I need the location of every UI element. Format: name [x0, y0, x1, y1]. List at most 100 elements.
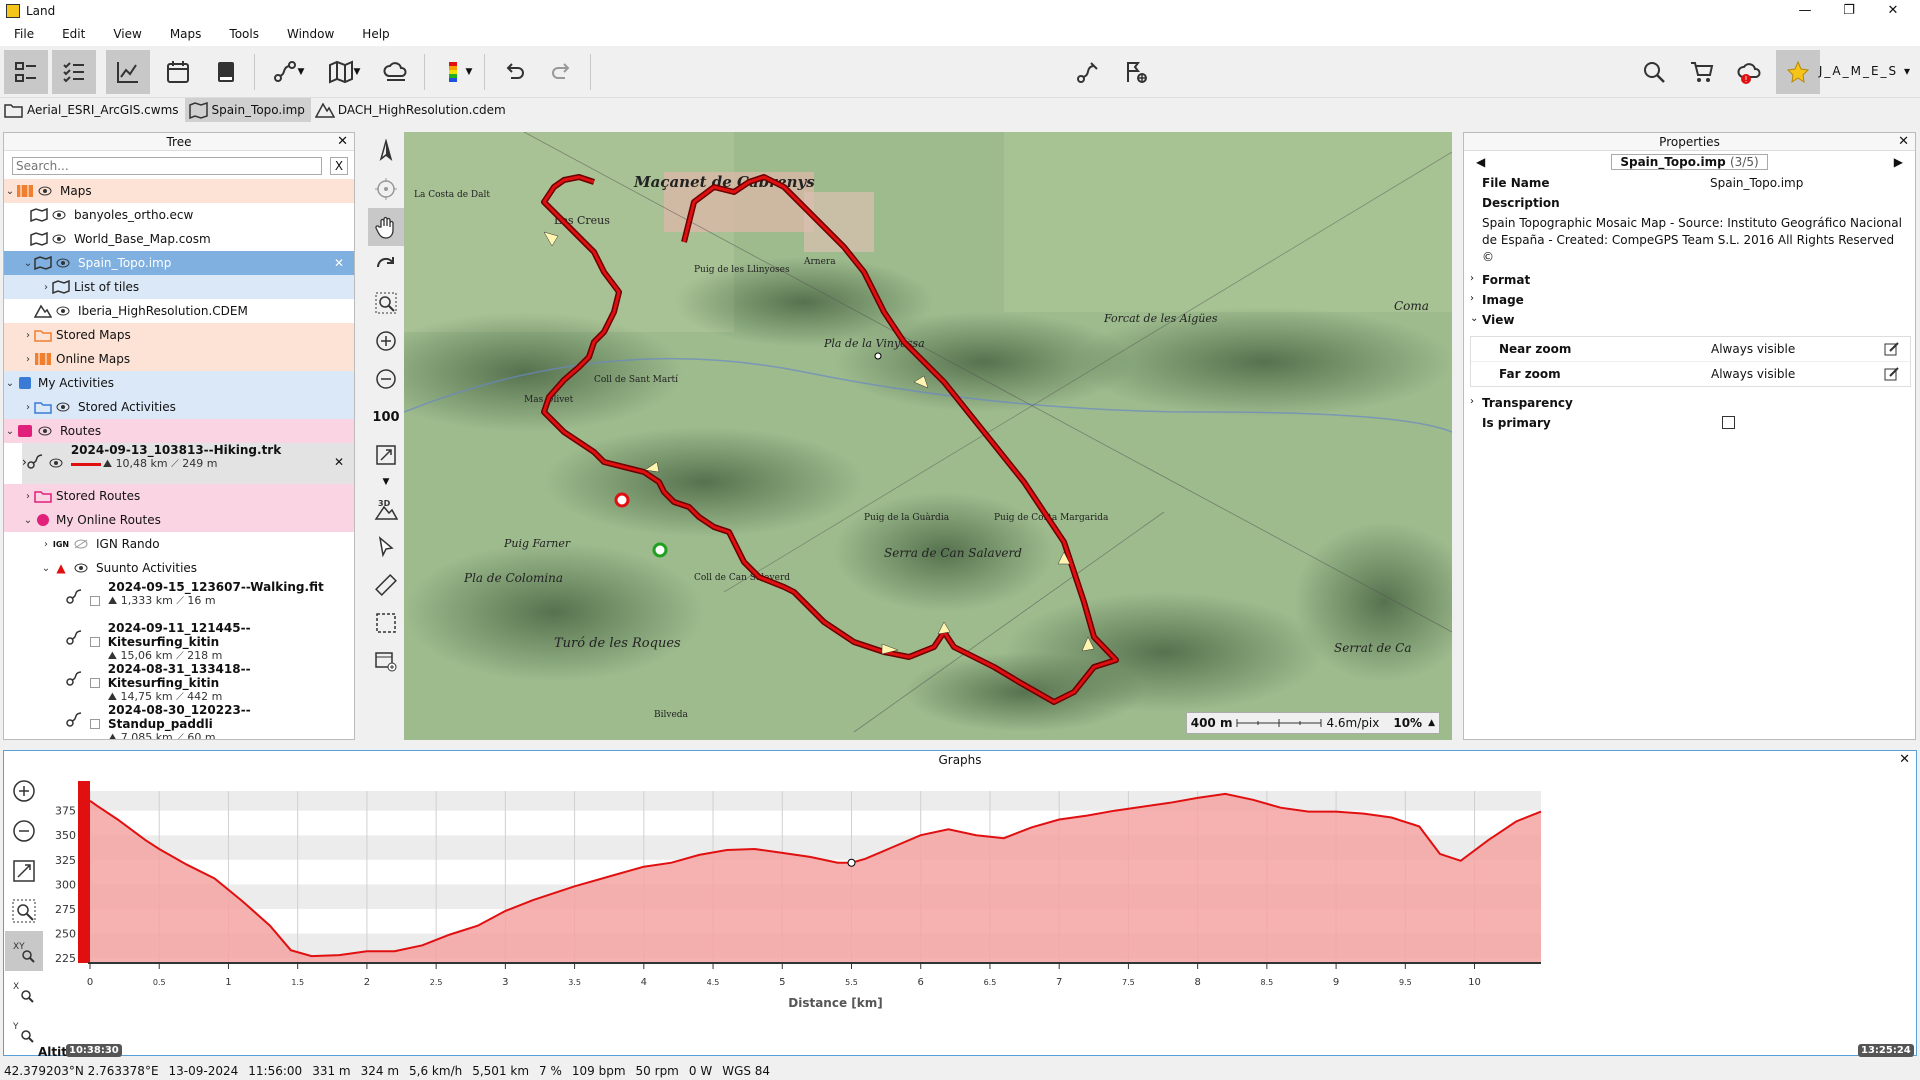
- chevron-down-icon[interactable]: ⌄: [5, 185, 15, 197]
- edit-icon[interactable]: [1884, 366, 1900, 382]
- activity-item[interactable]: 2024-09-15_123607--Walking.fit ⛰ 1,333 km…: [4, 580, 354, 621]
- chevron-right-icon[interactable]: ›: [22, 455, 27, 469]
- tree-item-world[interactable]: World_Base_Map.cosm: [4, 227, 354, 251]
- menu-file[interactable]: File: [14, 27, 35, 41]
- track-start-marker[interactable]: [652, 542, 668, 558]
- map-dropdown-button[interactable]: ▼: [318, 50, 370, 94]
- activity-item[interactable]: 2024-08-30_120223--Standup_paddli ⛰ 7,085…: [4, 703, 354, 739]
- undo-button[interactable]: [492, 50, 536, 94]
- tree-item-iberia[interactable]: Iberia_HighResolution.CDEM: [4, 299, 354, 323]
- add-layer-button[interactable]: [368, 642, 404, 680]
- chevron-right-icon[interactable]: ›: [26, 401, 30, 413]
- activity-checkbox[interactable]: [90, 637, 100, 647]
- graph-zoom-xy-button[interactable]: XY: [5, 931, 43, 971]
- activity-checkbox[interactable]: [90, 719, 100, 729]
- tree-item-stored-activities[interactable]: › Stored Activities: [4, 395, 354, 419]
- close-properties-icon[interactable]: ✕: [1898, 134, 1909, 149]
- graph-zoom-area-button[interactable]: [5, 891, 43, 931]
- graph-zoom-out-button[interactable]: [5, 811, 43, 851]
- route-edit-button[interactable]: [1066, 50, 1110, 94]
- tree-search-input[interactable]: [12, 157, 322, 175]
- menu-maps[interactable]: Maps: [169, 27, 202, 41]
- favorites-button[interactable]: [1776, 50, 1820, 94]
- tab-dach[interactable]: DACH_HighResolution.cdem: [311, 98, 512, 122]
- menu-tools[interactable]: Tools: [229, 27, 259, 41]
- chevron-down-icon[interactable]: ⌄: [23, 514, 33, 526]
- menu-edit[interactable]: Edit: [62, 27, 86, 41]
- menu-window[interactable]: Window: [286, 27, 335, 41]
- tree-item-banyoles[interactable]: banyoles_ortho.ecw: [4, 203, 354, 227]
- select-area-button[interactable]: [368, 604, 404, 642]
- next-item-icon[interactable]: ▶: [1893, 155, 1903, 169]
- fit-view-button[interactable]: [368, 436, 404, 474]
- maximize-icon[interactable]: ❐: [1843, 3, 1855, 18]
- tree-item-my-activities[interactable]: ⌄ My Activities: [4, 371, 354, 395]
- chevron-right-icon[interactable]: ›: [26, 353, 30, 365]
- book-button[interactable]: [204, 50, 248, 94]
- section-format[interactable]: › Format: [1470, 273, 1531, 287]
- select-tool-button[interactable]: [368, 528, 404, 566]
- checklist-button[interactable]: [52, 50, 96, 94]
- chevron-right-icon[interactable]: ›: [44, 538, 48, 550]
- properties-file-selector[interactable]: Spain_Topo.imp (3/5): [1611, 154, 1768, 170]
- chevron-down-icon[interactable]: ⌄: [5, 377, 15, 389]
- tree-item-suunto[interactable]: ⌄ ▲ Suunto Activities: [4, 556, 354, 580]
- track-end-marker[interactable]: [614, 492, 630, 508]
- edit-icon[interactable]: [1884, 341, 1900, 357]
- graph-zoom-in-button[interactable]: [5, 771, 43, 811]
- menu-view[interactable]: View: [113, 27, 142, 41]
- redo-button[interactable]: [540, 50, 584, 94]
- 3d-view-button[interactable]: 3D: [368, 490, 404, 528]
- prev-item-icon[interactable]: ◀: [1476, 155, 1486, 169]
- graph-zoom-y-button[interactable]: Y: [5, 1011, 43, 1051]
- tree-item-list-of-tiles[interactable]: › List of tiles: [4, 275, 354, 299]
- close-tree-icon[interactable]: ✕: [337, 134, 348, 149]
- remove-icon[interactable]: ✕: [333, 455, 344, 469]
- cloud-sync-button[interactable]: !: [1728, 50, 1772, 94]
- rotate-button[interactable]: [368, 246, 404, 284]
- section-transparency[interactable]: › Transparency: [1470, 396, 1573, 410]
- graph-button[interactable]: [106, 50, 150, 94]
- menu-help[interactable]: Help: [362, 27, 390, 41]
- route-dropdown-button[interactable]: ▼: [262, 50, 314, 94]
- tree-maps[interactable]: ⌄ Maps: [4, 179, 354, 203]
- is-primary-checkbox[interactable]: [1722, 416, 1735, 429]
- zoom-area-button[interactable]: [368, 284, 404, 322]
- zoom-100-button[interactable]: 100: [368, 398, 404, 436]
- pan-tool-button[interactable]: [368, 208, 404, 246]
- north-button[interactable]: [368, 132, 404, 170]
- weather-button[interactable]: [374, 50, 418, 94]
- chevron-right-icon[interactable]: ›: [26, 490, 30, 502]
- tree-item-ign-rando[interactable]: › IGN IGN Rando: [4, 532, 354, 556]
- tree-item-my-online-routes[interactable]: ⌄ My Online Routes: [4, 508, 354, 532]
- gps-button[interactable]: [368, 170, 404, 208]
- close-graph-icon[interactable]: ✕: [1899, 752, 1910, 767]
- section-image[interactable]: › Image: [1470, 293, 1524, 307]
- tree-item-routes[interactable]: ⌄ Routes: [4, 419, 354, 443]
- map-view[interactable]: Maçanet de Cabrenys Les Creus Puig de les …: [404, 132, 1452, 740]
- chevron-down-icon[interactable]: ⌄: [41, 562, 51, 574]
- search-button[interactable]: [1632, 50, 1676, 94]
- tree-item-online-maps[interactable]: › Online Maps: [4, 347, 354, 371]
- activity-checkbox[interactable]: [90, 678, 100, 688]
- chevron-down-icon[interactable]: ⌄: [23, 257, 33, 269]
- close-window-icon[interactable]: ✕: [1887, 3, 1899, 18]
- cart-button[interactable]: [1680, 50, 1724, 94]
- chevron-down-icon[interactable]: ⌄: [5, 425, 15, 437]
- user-menu[interactable]: J_A_M_E_S ▾: [1818, 64, 1912, 78]
- activity-item[interactable]: 2024-09-11_121445--Kitesurfing_kitin ⛰ 15…: [4, 621, 354, 662]
- tab-aerial[interactable]: Aerial_ESRI_ArcGIS.cwms: [0, 98, 185, 122]
- measure-button[interactable]: [368, 566, 404, 604]
- tab-spain-topo[interactable]: Spain_Topo.imp: [184, 98, 311, 122]
- remove-icon[interactable]: ✕: [333, 256, 344, 270]
- zoom-dropdown-icon[interactable]: ▲: [1428, 718, 1435, 728]
- zoom-in-button[interactable]: [368, 322, 404, 360]
- tree-item-route-hiking[interactable]: › 2024-09-13_103813--Hiking.trk ⛰ 10,48 …: [22, 443, 354, 484]
- altitude-line[interactable]: [89, 792, 1542, 958]
- zoom-out-button[interactable]: [368, 360, 404, 398]
- altitude-chart[interactable]: 225 250 275 300 325 350 375 0 0.5 1 1.5 2 2.5 3 3.5 4 4…: [46, 769, 1916, 1055]
- tree-view-button[interactable]: [4, 50, 48, 94]
- calendar-button[interactable]: [156, 50, 200, 94]
- search-clear-button[interactable]: X: [330, 157, 348, 175]
